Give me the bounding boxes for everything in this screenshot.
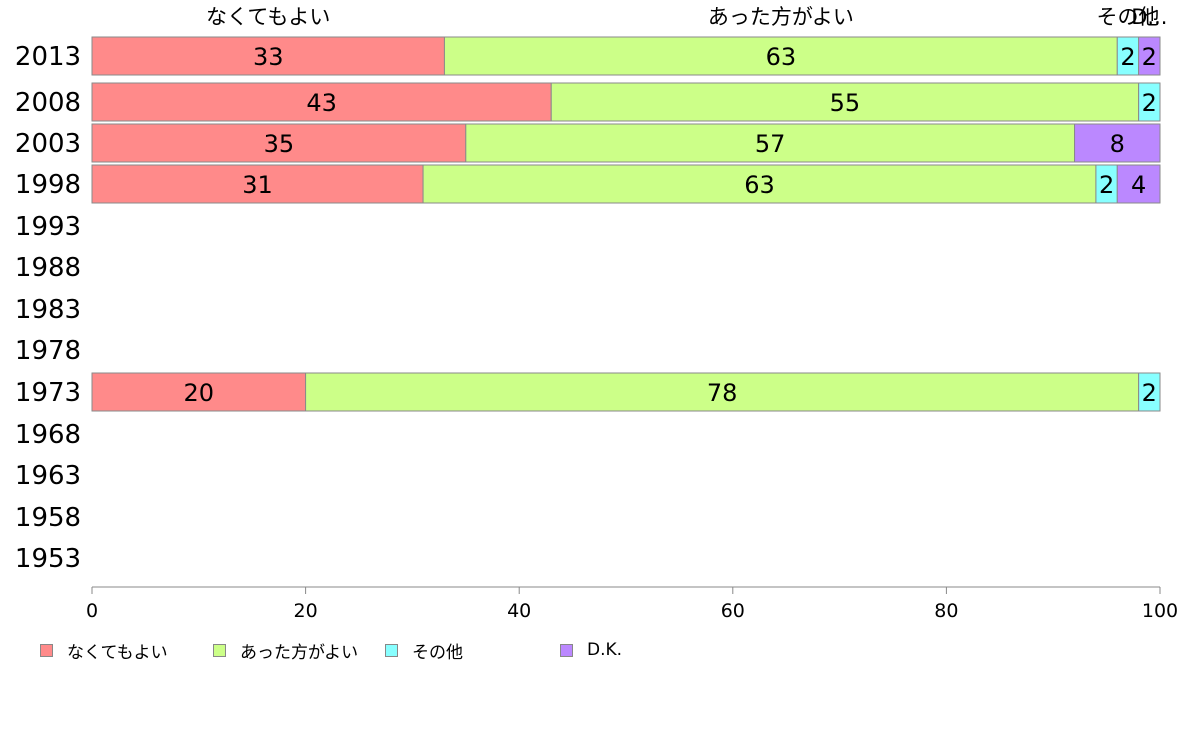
data-label: 57 (755, 130, 786, 158)
x-tick-label: 40 (507, 600, 531, 622)
legend-label: D.K. (587, 640, 623, 660)
bar-segment (1138, 372, 1161, 412)
year-label: 1958 (15, 503, 81, 533)
legend: なくてもよい あった方がよい その他 D.K. (40, 640, 800, 663)
data-label: 31 (242, 171, 273, 199)
year-label: 2003 (15, 129, 81, 159)
legend-swatch (213, 643, 226, 657)
legend-label: なくてもよい (67, 642, 168, 663)
bar-segment (465, 123, 1076, 163)
year-label: 1973 (15, 378, 81, 408)
legend-label: その他 (412, 642, 463, 663)
data-label: 2 (1142, 89, 1157, 117)
bar-segment (91, 123, 467, 163)
year-label: 1963 (15, 461, 81, 491)
data-label: 2 (1099, 171, 1114, 199)
legend-swatch (560, 643, 573, 657)
legend-item: その他 (385, 640, 463, 663)
bar-segment (305, 372, 1140, 412)
year-label: 1998 (15, 170, 81, 200)
year-label: 1968 (15, 420, 81, 450)
bar-segment (443, 36, 1118, 76)
data-label: 33 (253, 43, 284, 71)
year-label: 1988 (15, 253, 81, 283)
year-label: 1983 (15, 295, 81, 325)
x-tick-label: 60 (721, 600, 745, 622)
top-label: D... (1131, 5, 1167, 29)
data-label: 63 (744, 171, 775, 199)
data-label: 35 (264, 130, 295, 158)
bar-segment (1074, 123, 1161, 163)
bar-segment (1116, 164, 1161, 204)
data-label: 2 (1142, 379, 1157, 407)
bar-segment (91, 82, 552, 122)
legend-swatch (40, 643, 53, 657)
data-label: 2 (1142, 43, 1157, 71)
bar-segment (91, 36, 445, 76)
data-label: 8 (1110, 130, 1125, 158)
top-label: その他 (1096, 5, 1159, 29)
top-label: あった方がよい (708, 5, 854, 29)
legend-item: あった方がよい (213, 640, 359, 663)
year-label: 2008 (15, 88, 81, 118)
legend-label: あった方がよい (240, 642, 359, 663)
bar-segment (550, 82, 1140, 122)
bar-segment (422, 164, 1097, 204)
data-label: 20 (184, 379, 215, 407)
legend-item: なくてもよい (40, 640, 168, 663)
data-label: 4 (1131, 171, 1146, 199)
bar-segment (1138, 82, 1161, 122)
top-labels: なくてもよい あった方がよい その他D... (206, 5, 1167, 29)
x-tick-label: 20 (294, 600, 318, 622)
legend-item: D.K. (560, 640, 622, 660)
bar-segment (1138, 36, 1161, 76)
data-label: 2 (1120, 43, 1135, 71)
x-tick-label: 100 (1142, 600, 1178, 622)
x-tick-label: 0 (86, 600, 98, 622)
x-tick-label: 80 (934, 600, 958, 622)
top-label: なくてもよい (206, 5, 330, 29)
year-label: 1978 (15, 336, 81, 366)
data-label: 63 (766, 43, 797, 71)
legend-swatch (385, 643, 398, 657)
data-label: 43 (306, 89, 337, 117)
data-label: 78 (707, 379, 738, 407)
year-label: 1993 (15, 212, 81, 242)
data-label: 55 (830, 89, 861, 117)
year-label: 2013 (15, 42, 81, 72)
x-axis: 0 20 40 60 80 100 (86, 586, 1178, 622)
bars: 33 63 2 243 55 235 57 831 63 2 420 78 2 (91, 36, 1161, 412)
y-axis-labels: 2013 2008 2003 1998 1993 1988 1983 1978 1973 1968… (15, 42, 81, 574)
bar-segment (91, 372, 307, 412)
year-label: 1953 (15, 544, 81, 574)
